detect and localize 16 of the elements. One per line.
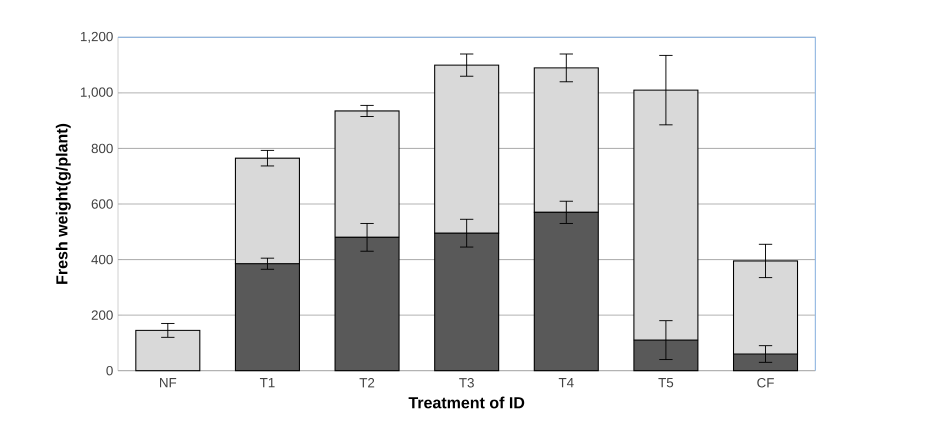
x-tick-label: T1 [260, 378, 275, 388]
x-axis-title: Treatment of ID [408, 396, 524, 408]
y-tick-label: 400 [91, 254, 113, 264]
y-axis-title: Fresh weight(g/plant) [56, 124, 71, 284]
y-tick-label: 1,200 [80, 32, 113, 43]
y-tick-label: 800 [92, 144, 113, 154]
y-tick-label: 200 [92, 310, 113, 320]
x-tick-label: T3 [459, 378, 474, 388]
x-tick-label: NF [160, 378, 176, 388]
x-tick-label: CF [757, 378, 774, 388]
y-tick-label: 1,000 [80, 87, 113, 98]
y-tick-label: 600 [92, 199, 113, 209]
x-tick-label: T4 [558, 378, 574, 388]
x-tick-label: T2 [360, 378, 374, 388]
x-tick-label: T5 [658, 378, 674, 388]
y-tick-label: 0 [106, 366, 113, 376]
